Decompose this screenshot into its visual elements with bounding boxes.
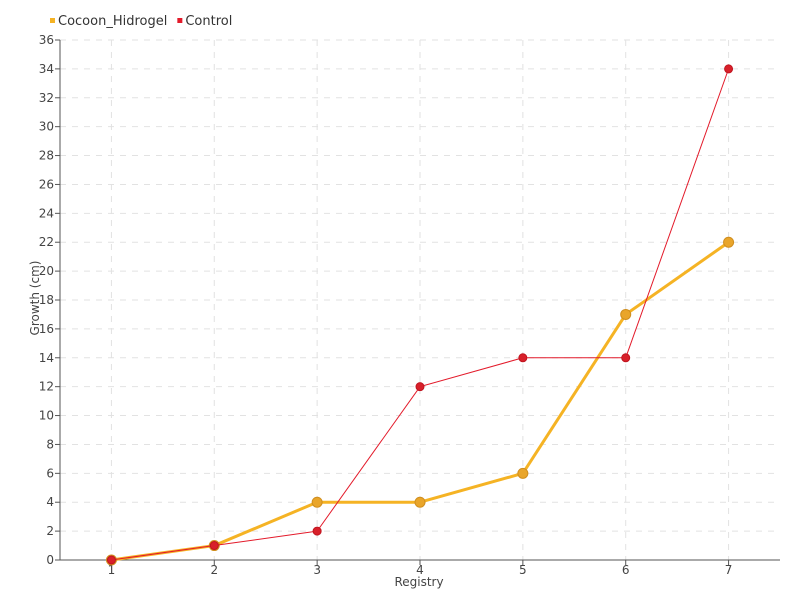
- y-tick-label: 4: [46, 495, 54, 509]
- y-tick-label: 10: [39, 409, 54, 423]
- data-point: [209, 541, 219, 551]
- x-tick-label: 4: [416, 563, 424, 577]
- data-point: [723, 236, 735, 248]
- y-tick-label: 12: [39, 380, 54, 394]
- grid-lines: [60, 39, 780, 560]
- y-tick-label: 18: [39, 293, 54, 307]
- y-tick-label: 22: [39, 235, 54, 249]
- y-tick-label: 14: [39, 351, 54, 365]
- legend-swatch: [50, 18, 55, 23]
- x-axis-ticks: 1 2 3 4 5 6 7: [108, 560, 733, 577]
- data-point: [620, 308, 632, 320]
- y-tick-label: 28: [39, 149, 54, 163]
- data-point: [106, 555, 116, 565]
- y-tick-label: 16: [39, 322, 54, 336]
- x-tick-label: 1: [108, 563, 116, 577]
- legend: Cocoon_Hidrogel Control: [50, 14, 232, 29]
- x-tick-label: 7: [725, 563, 733, 577]
- data-point: [415, 382, 425, 392]
- y-tick-label: 2: [46, 524, 54, 538]
- legend-label: Cocoon_Hidrogel: [58, 14, 167, 29]
- x-tick-label: 2: [210, 563, 218, 577]
- data-point: [621, 353, 631, 363]
- y-tick-label: 34: [39, 62, 54, 76]
- y-tick-label: 32: [39, 91, 54, 105]
- y-tick-label: 20: [39, 264, 54, 278]
- y-tick-label: 8: [46, 437, 54, 451]
- x-axis-title: Registry: [394, 575, 443, 589]
- legend-swatch: [177, 18, 183, 23]
- data-point: [518, 353, 528, 363]
- y-tick-label: 36: [39, 33, 54, 47]
- x-tick-label: 5: [519, 563, 527, 577]
- y-axis-title: Growth (cm): [28, 261, 42, 336]
- y-tick-label: 26: [39, 177, 54, 191]
- data-point: [414, 496, 426, 508]
- y-tick-label: 24: [39, 206, 54, 220]
- y-tick-label: 6: [46, 466, 54, 480]
- y-tick-label: 0: [46, 553, 54, 567]
- x-tick-label: 3: [313, 563, 321, 577]
- data-point: [311, 496, 323, 508]
- data-point: [517, 467, 529, 479]
- legend-label: Control: [185, 14, 232, 29]
- series-layer: [105, 64, 735, 566]
- data-point: [724, 64, 734, 74]
- x-tick-label: 6: [622, 563, 630, 577]
- y-tick-label: 30: [39, 120, 54, 134]
- data-point: [312, 526, 322, 536]
